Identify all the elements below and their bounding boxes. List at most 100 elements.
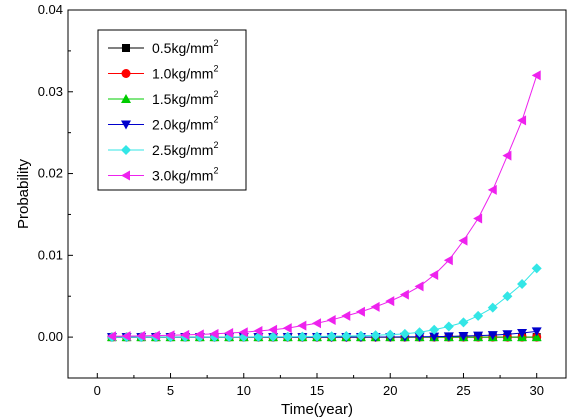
legend-label: 1.5kg/mm2 [152, 89, 218, 107]
legend-item: 0.5kg/mm2 [108, 38, 218, 56]
data-point [268, 324, 278, 335]
series-6 [106, 70, 541, 342]
data-point [370, 330, 381, 341]
data-point [209, 328, 219, 339]
x-tick-label: 20 [383, 383, 397, 398]
data-point [341, 310, 351, 321]
data-point [312, 331, 322, 342]
legend-marker [121, 170, 130, 181]
legend-marker [121, 94, 131, 103]
y-tick-label: 0.02 [38, 166, 63, 181]
legend-label: 3.0kg/mm2 [152, 166, 218, 184]
y-axis-title: Probability [15, 158, 32, 229]
x-tick-label: 10 [237, 383, 251, 398]
data-point [150, 330, 160, 341]
data-point [502, 291, 513, 302]
data-point [487, 184, 497, 195]
data-point [165, 330, 175, 341]
data-point [121, 331, 131, 342]
data-point [502, 330, 513, 340]
legend-item: 1.5kg/mm2 [108, 89, 218, 107]
data-point [370, 301, 380, 312]
legend-label-text: 1.0kg/mm [152, 66, 213, 82]
x-tick-label: 5 [167, 383, 174, 398]
data-point [443, 255, 453, 266]
data-point [385, 329, 396, 340]
data-point [180, 329, 190, 340]
legend-label: 2.0kg/mm2 [152, 115, 218, 133]
data-point [429, 332, 440, 342]
data-point [253, 325, 263, 336]
y-tick-label: 0.03 [38, 84, 63, 99]
data-point [458, 317, 469, 328]
data-point [326, 314, 336, 325]
data-point [473, 213, 483, 224]
data-point [282, 323, 292, 334]
x-axis: 0 5 10 15 20 25 30 [94, 373, 544, 398]
legend: 0.5kg/mm21.0kg/mm21.5kg/mm22.0kg/mm22.5k… [97, 29, 247, 191]
data-point [429, 324, 440, 335]
data-point [458, 332, 469, 342]
legend-label-text: 1.5kg/mm [152, 91, 213, 107]
x-tick-label: 15 [310, 383, 324, 398]
x-tick-label: 0 [94, 383, 101, 398]
legend-marker [121, 69, 131, 78]
legend-label-text: 3.0kg/mm [152, 168, 213, 184]
data-point [268, 331, 279, 342]
data-point [429, 269, 439, 280]
data-point [517, 329, 528, 339]
data-point [502, 150, 512, 161]
legend-label: 0.5kg/mm2 [152, 38, 218, 56]
series-line [111, 268, 538, 338]
data-point [106, 331, 116, 342]
x-axis-title: Time(year) [281, 401, 353, 418]
y-tick-label: 0.04 [38, 2, 63, 17]
data-point [194, 329, 204, 340]
data-point [531, 263, 542, 274]
legend-box [97, 29, 247, 191]
data-point [443, 321, 454, 332]
data-point [487, 302, 498, 313]
legend-marker [122, 44, 130, 52]
series-5 [106, 263, 542, 343]
data-point [297, 331, 308, 342]
x-tick-label: 30 [529, 383, 543, 398]
data-point [414, 327, 425, 338]
data-point [385, 296, 395, 307]
legend-label-text: 0.5kg/mm [152, 40, 213, 56]
data-point [312, 318, 321, 329]
legend-item: 2.0kg/mm2 [108, 115, 218, 133]
series-layer [106, 70, 542, 343]
data-point [473, 310, 484, 321]
legend-item: 2.5kg/mm2 [108, 140, 218, 158]
data-point [458, 235, 468, 246]
legend-marker [121, 120, 131, 130]
data-point [399, 328, 410, 339]
legend-item: 1.0kg/mm2 [108, 64, 218, 82]
data-point [517, 115, 527, 126]
y-tick-label: 0.01 [38, 247, 63, 262]
data-point [224, 328, 234, 339]
legend-label-text: 2.0kg/mm [152, 117, 213, 133]
y-tick-label: 0.00 [38, 329, 63, 344]
data-point [443, 332, 454, 342]
legend-label-sup: 2 [213, 89, 218, 99]
y-axis: 0.00 0.01 0.02 0.03 0.04 [38, 2, 73, 344]
data-point [282, 331, 293, 342]
legend-label-sup: 2 [213, 38, 218, 48]
data-point [326, 331, 337, 342]
data-point [517, 278, 528, 289]
data-point [487, 331, 498, 341]
legend-label-text: 2.5kg/mm [152, 142, 213, 158]
legend-label: 2.5kg/mm2 [152, 140, 218, 158]
legend-label-sup: 2 [213, 64, 218, 74]
legend-label-sup: 2 [213, 140, 218, 150]
data-point [355, 306, 365, 317]
legend-label-sup: 2 [213, 166, 218, 176]
data-point [473, 331, 484, 341]
legend-label: 1.0kg/mm2 [152, 64, 218, 82]
data-point [136, 330, 146, 341]
data-point [414, 281, 424, 292]
data-point [297, 320, 307, 331]
x-tick-label: 25 [456, 383, 470, 398]
